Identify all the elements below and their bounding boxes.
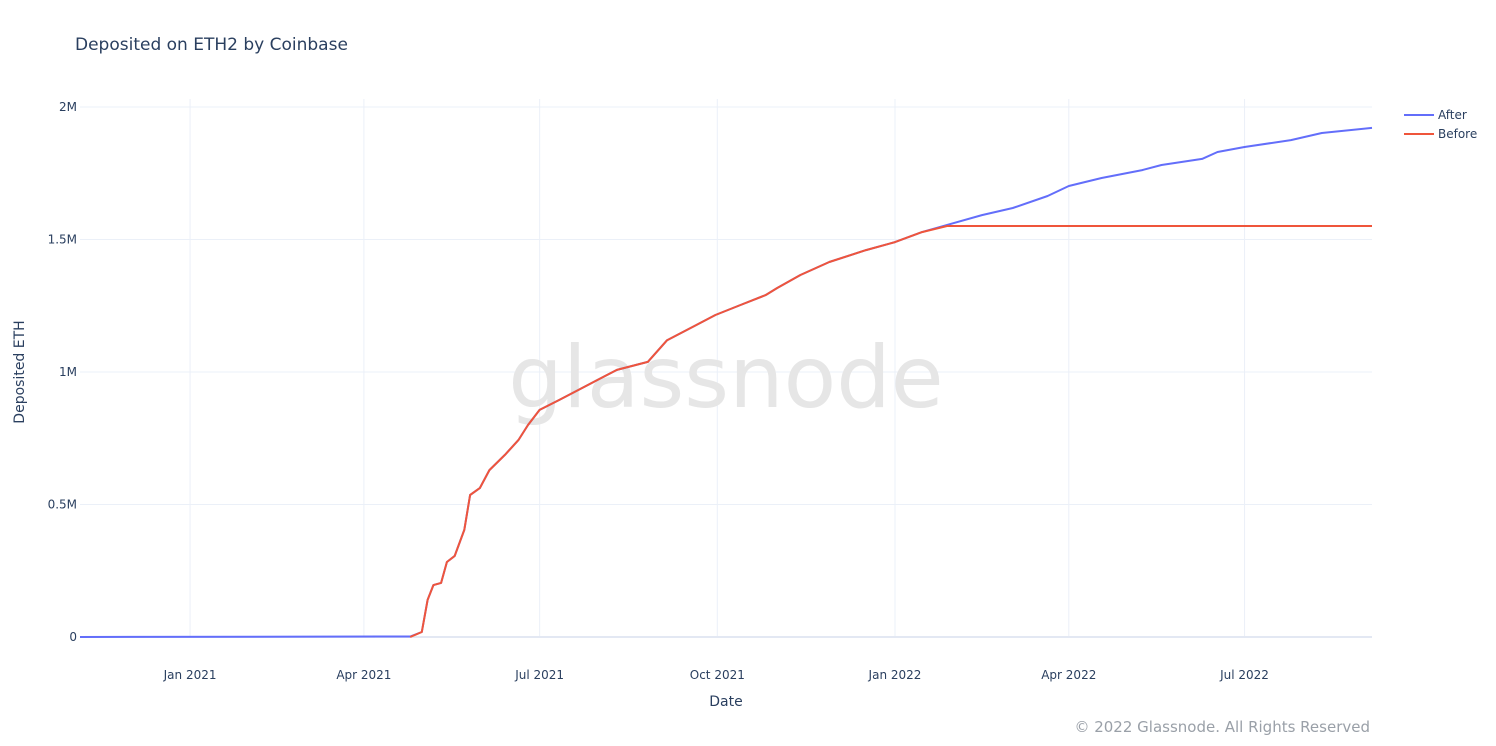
y-tick-label: 0 (69, 630, 77, 644)
series-line-before (409, 225, 1372, 638)
watermark: glassnode (508, 328, 943, 428)
grid (80, 99, 1372, 638)
y-tick-label: 0.5M (48, 498, 77, 512)
x-tick-label: Oct 2021 (690, 668, 745, 682)
chart-title: Deposited on ETH2 by Coinbase (75, 35, 348, 55)
x-tick-label: Jul 2022 (1219, 668, 1269, 682)
x-tick-label: Jan 2021 (163, 668, 217, 682)
y-axis-ticks: 0 0.5M 1M 1.5M 2M (48, 100, 77, 644)
x-tick-label: Jan 2022 (868, 668, 922, 682)
y-tick-label: 1.5M (48, 233, 77, 247)
x-tick-label: Apr 2021 (336, 668, 391, 682)
y-axis-label: Deposited ETH (12, 320, 28, 423)
x-tick-label: Apr 2022 (1041, 668, 1096, 682)
series-layer (79, 126, 1373, 638)
legend-label-before: Before (1438, 127, 1477, 141)
x-axis-label: Date (709, 694, 742, 710)
y-tick-label: 1M (59, 365, 77, 379)
x-axis-ticks: Jan 2021 Apr 2021 Jul 2021 Oct 2021 Jan 2022… (163, 668, 1269, 682)
y-tick-label: 2M (59, 100, 77, 114)
copyright: © 2022 Glassnode. All Rights Reserved (1074, 718, 1370, 736)
legend: After Before (1404, 108, 1477, 141)
x-tick-label: Jul 2021 (514, 668, 564, 682)
legend-label-after: After (1438, 108, 1467, 122)
